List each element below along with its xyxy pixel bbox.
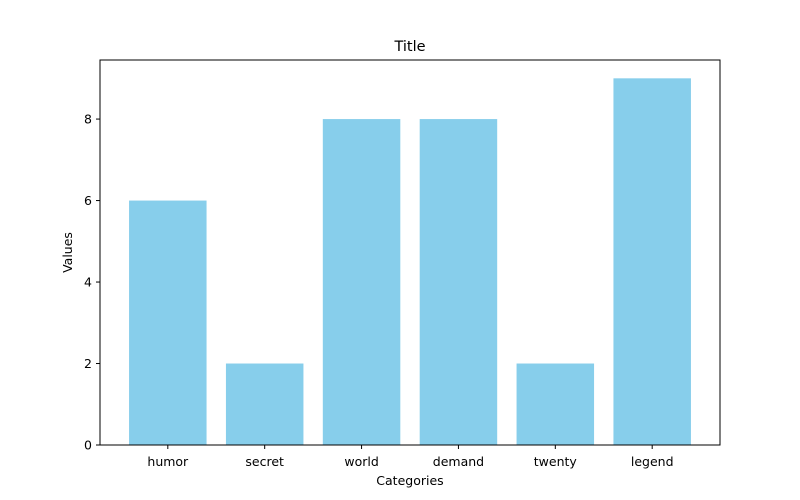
bar-demand (419, 119, 498, 445)
chart-title: Title (393, 39, 425, 55)
y-tick-label: 8 (84, 112, 92, 127)
bar-twenty (516, 363, 595, 445)
x-tick-label: demand (433, 454, 484, 469)
x-tick-label: humor (147, 454, 189, 469)
x-tick-label: world (344, 454, 378, 469)
bar-world (322, 119, 401, 445)
bars-layer (129, 78, 691, 445)
y-tick-label: 2 (84, 356, 92, 371)
x-tick-label: twenty (534, 454, 578, 469)
x-axis-ticks: humor secret world demand twenty legend (147, 445, 674, 469)
y-tick-label: 0 (84, 438, 92, 453)
y-axis-ticks: 0 2 4 6 8 (84, 112, 100, 453)
x-axis-label: Categories (376, 473, 443, 488)
bar-humor (129, 200, 207, 445)
bar-secret (225, 363, 304, 445)
plot-area-frame (99, 59, 721, 446)
y-axis-label: Values (60, 232, 75, 273)
x-tick-label: legend (631, 454, 674, 469)
y-tick-label: 4 (84, 275, 92, 290)
bar-legend (613, 78, 691, 445)
y-tick-label: 6 (84, 193, 92, 208)
x-tick-label: secret (245, 454, 284, 469)
